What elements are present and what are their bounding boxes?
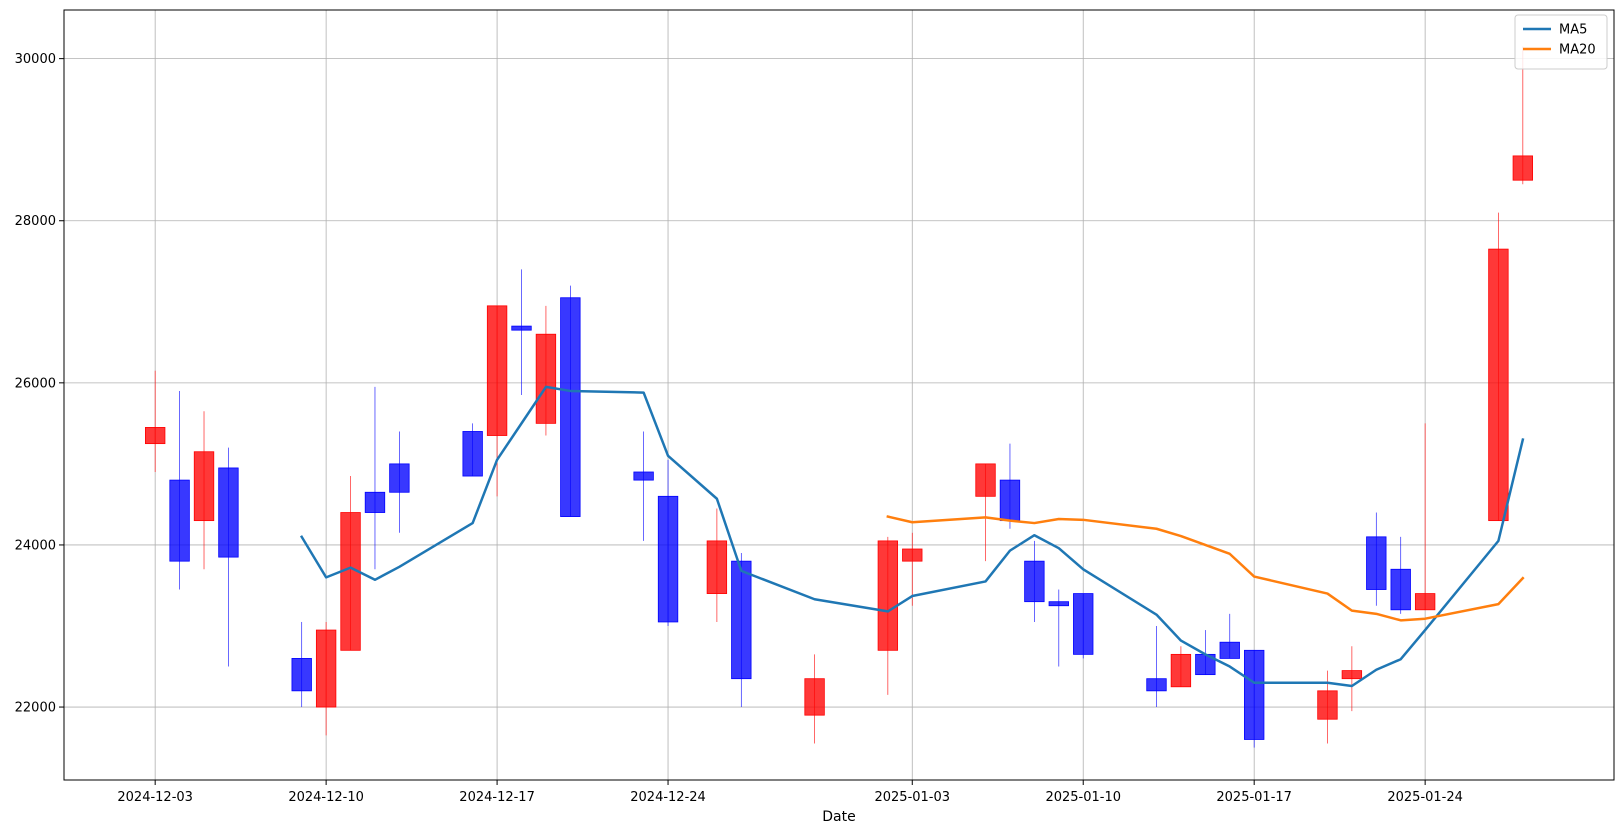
axes: 2024-12-03 2024-12-10 2024-12-17 2024-12-24… [15,52,1463,805]
candle-body [1219,641,1240,659]
candle-body [657,495,679,623]
x-tick-label: 2024-12-24 [630,790,706,805]
candle-body [1244,649,1265,740]
candle [877,536,899,695]
series-line-ma20 [886,515,1525,622]
candle [291,621,312,708]
candle [560,285,581,517]
candle [169,390,190,590]
candle [389,431,410,533]
candle [657,459,679,626]
candle [364,386,386,570]
x-tick-label: 2024-12-03 [117,790,193,805]
y-tick-label: 26000 [15,376,56,391]
candle [1390,536,1411,614]
candle [145,370,166,472]
candle [1170,646,1192,688]
y-tick-label: 30000 [15,52,56,67]
candle-body [486,305,508,436]
candle [1244,649,1265,748]
candle-body [145,427,166,445]
candle-body [560,297,581,517]
candle-body [902,548,923,562]
x-tick-label: 2025-01-24 [1387,790,1463,805]
y-tick-label: 22000 [15,701,56,716]
plot-frame [63,9,1615,781]
candle [1414,423,1436,611]
candle [462,423,483,477]
candle-body [193,451,215,522]
candle-body [731,560,752,680]
series-line-ma5 [299,385,1525,688]
x-axis-label: Date [822,809,855,825]
candle-body [804,678,825,716]
x-tick-label: 2024-12-10 [288,790,364,805]
x-tick-label: 2025-01-03 [874,790,950,805]
candle-body [1024,560,1045,603]
candle-body [1073,593,1094,655]
candle [706,508,728,622]
candle [1341,646,1363,712]
candle-body [633,471,654,481]
candle-body [291,658,312,692]
candle [902,532,923,606]
candle-body [1414,593,1436,611]
candle-body [1317,690,1338,720]
candle [1024,540,1045,622]
candle [315,621,337,736]
candle-body [975,463,996,497]
candle [999,443,1021,529]
candle [804,654,825,744]
candle-body [1512,155,1533,181]
y-tick-label: 24000 [15,538,56,553]
candle-body [462,431,483,477]
candle-body [877,540,899,651]
candle-body [1488,248,1509,522]
candle-body [535,333,557,424]
candle [1366,512,1387,606]
candle-body [389,463,410,493]
candle-body [169,479,190,562]
candle [975,463,996,562]
candle-body [1170,653,1192,688]
candle [486,305,508,497]
candle-body [1048,601,1069,607]
legend: MA5 MA20 [1514,14,1608,70]
candle-body [218,467,239,558]
moving-average-lines [299,385,1525,688]
candle-body [1390,568,1411,611]
candle [1219,613,1240,659]
x-tick-label: 2024-12-17 [459,790,535,805]
candle [633,431,654,541]
y-tick-label: 28000 [15,214,56,229]
candle-body [1146,678,1167,692]
candle [340,476,361,651]
candle [1073,593,1094,659]
candle [1488,212,1509,522]
legend-label: MA5 [1559,23,1587,38]
x-tick-label: 2025-01-17 [1216,790,1292,805]
candle-body [999,479,1021,522]
candles [145,46,1533,748]
candle [535,305,557,436]
candle [1146,626,1167,708]
candle-body [511,325,532,331]
candle-body [1366,536,1387,590]
candle [1048,589,1069,667]
candle-body [315,629,337,708]
candle-body [364,491,386,513]
candle-body [1341,670,1363,680]
candle-body [706,540,728,594]
x-tick-label: 2025-01-10 [1045,790,1121,805]
candle [193,411,215,570]
legend-label: MA20 [1559,43,1596,58]
candle [511,269,532,395]
candle-body [340,512,361,651]
candle [731,553,752,708]
candle [218,447,239,667]
